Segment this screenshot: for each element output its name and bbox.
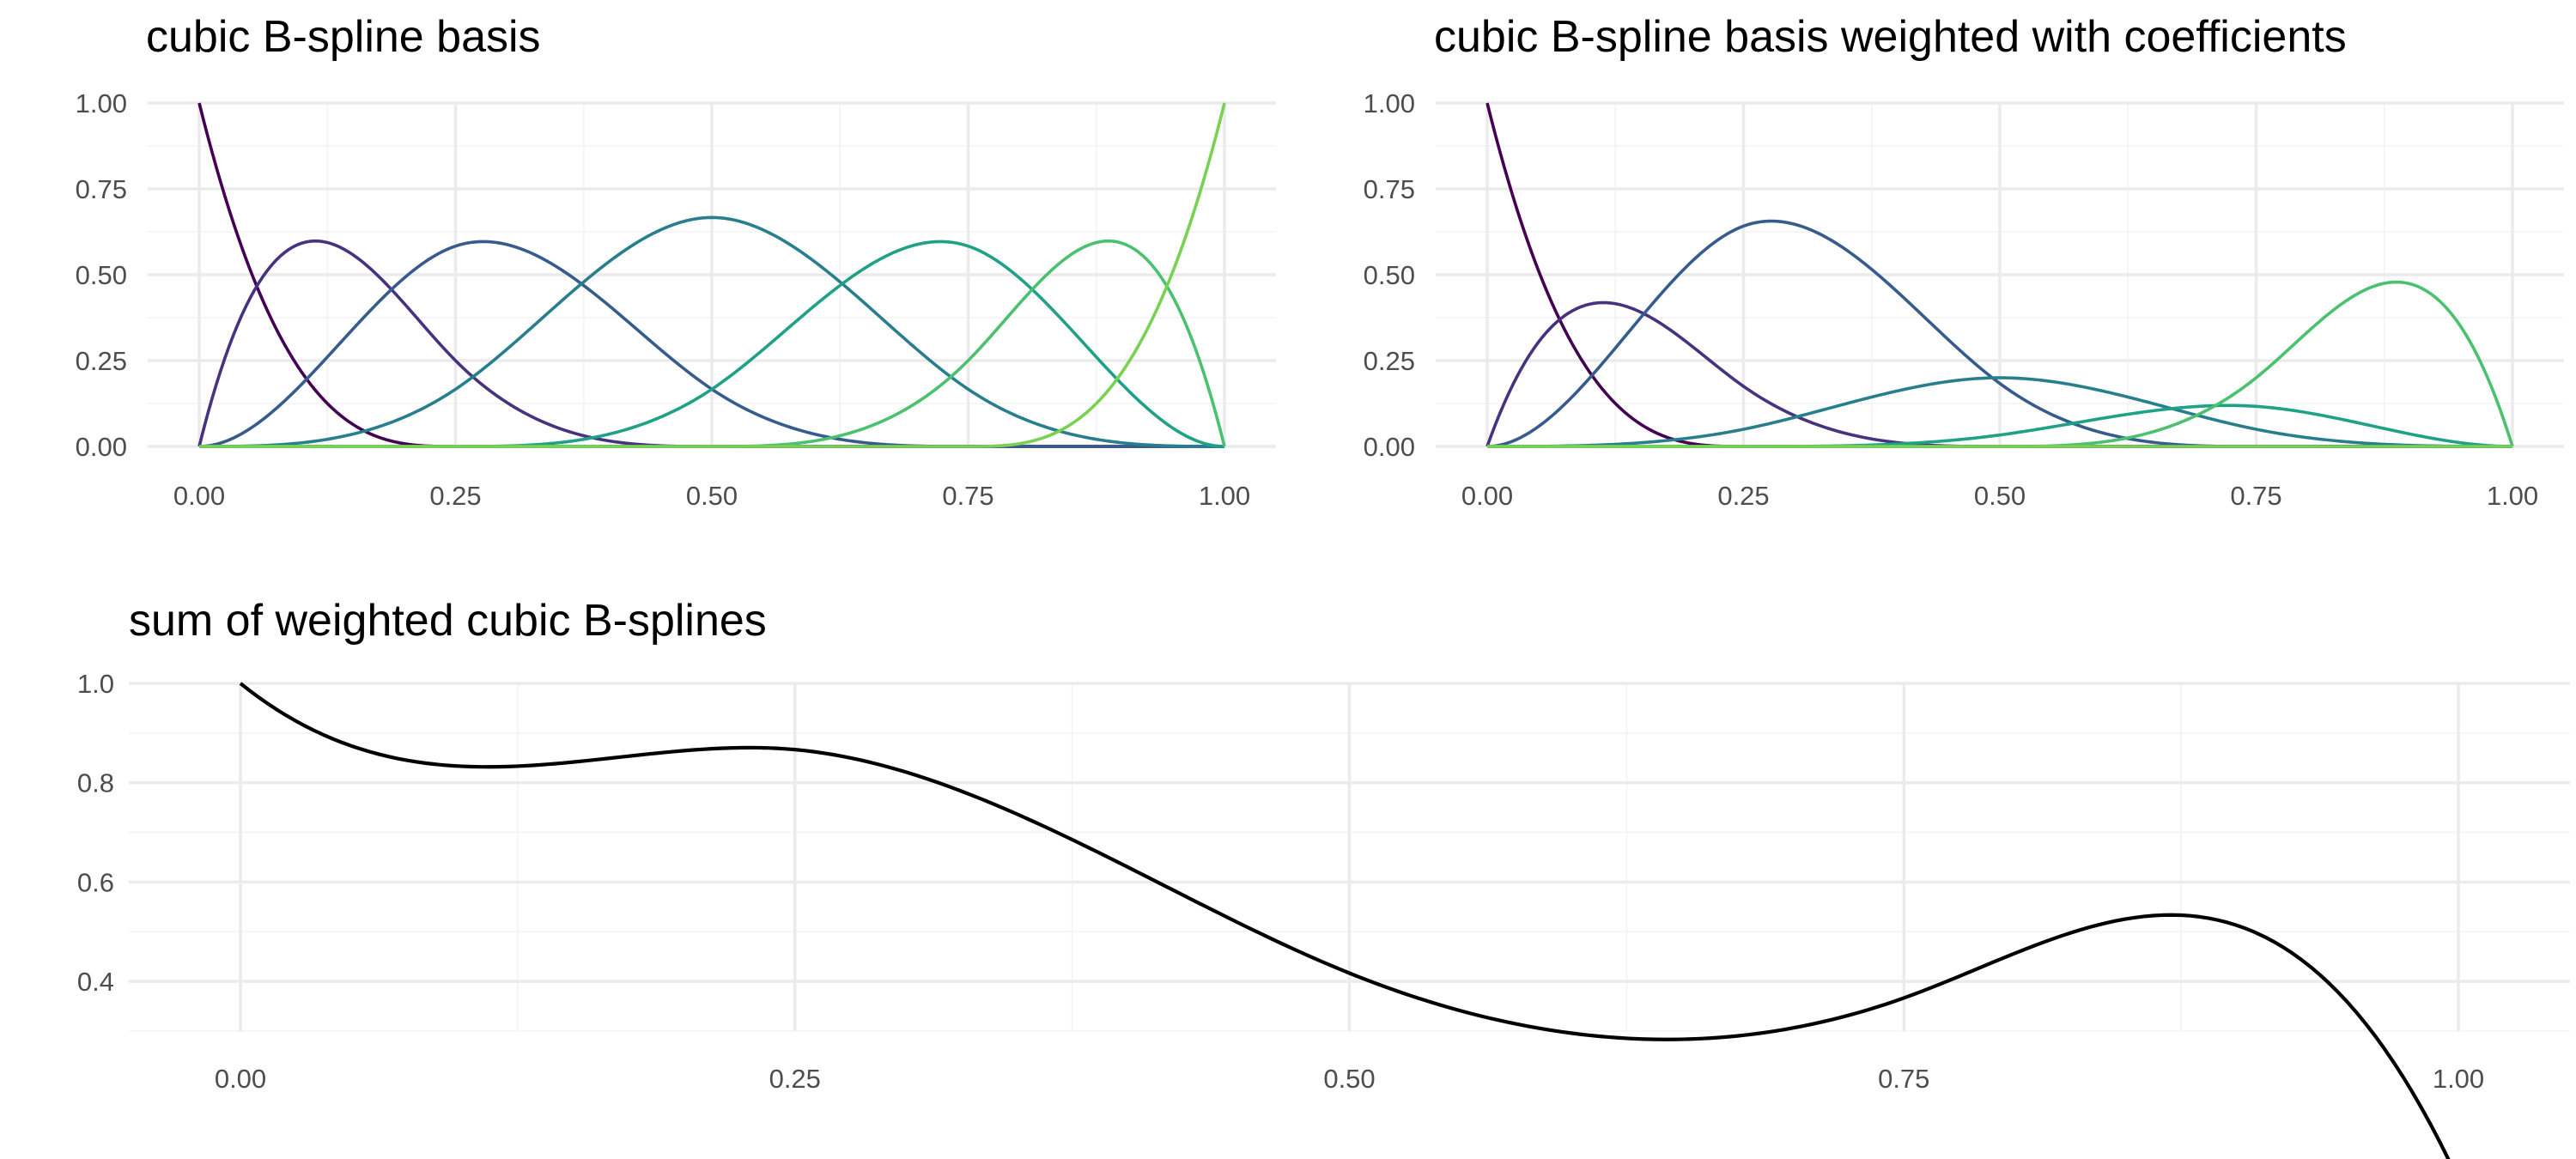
basis-curve (199, 102, 1226, 448)
x-tick-label: 1.00 (2433, 1064, 2484, 1094)
x-tick-label: 1.00 (2487, 481, 2538, 511)
x-tick-label: 0.75 (942, 481, 993, 511)
basis-curve (199, 215, 1224, 448)
x-tick-label: 0.50 (686, 481, 738, 511)
chart-panel-sum: 0.00 0.25 0.50 0.75 1.00 0.4 0.6 0.8 1.0 sum of w… (0, 567, 2576, 1159)
sum-curve (239, 682, 2451, 1159)
y-tick-label: 0.75 (76, 174, 127, 204)
x-tick-label: 0.50 (1974, 481, 2026, 511)
x-tick-label: 0.25 (1717, 481, 1769, 511)
y-tick-label: 1.00 (76, 88, 127, 118)
y-tick-label: 0.8 (77, 768, 114, 798)
y-tick-label: 0.50 (1364, 260, 1415, 290)
y-tick-label: 1.00 (1364, 88, 1415, 118)
y-tick-label: 0.4 (77, 967, 114, 997)
x-tick-label: 0.75 (2230, 481, 2281, 511)
y-tick-label: 0.50 (76, 260, 127, 290)
x-tick-label: 0.00 (1461, 481, 1513, 511)
sum-chart: 0.00 0.25 0.50 0.75 1.00 0.4 0.6 0.8 1.0 sum of w… (77, 596, 2570, 1159)
chart-panel-weighted: 0.00 0.25 0.50 0.75 1.00 0.00 0.25 0.50 0.75 1.00… (1288, 0, 2576, 567)
y-tick-label: 1.0 (77, 669, 114, 699)
basis-curve (1487, 376, 2512, 448)
y-tick-label: 0.00 (1364, 432, 1415, 462)
y-tick-label: 0.6 (77, 867, 114, 897)
x-tick-label: 0.50 (1323, 1064, 1375, 1094)
weighted-chart: 0.00 0.25 0.50 0.75 1.00 0.00 0.25 0.50 0.75 1.00… (1364, 12, 2564, 511)
chart-panel-basis: 0.00 0.25 0.50 0.75 1.00 0.00 0.25 0.50 0.75 1.00… (0, 0, 1288, 567)
chart-title: cubic B-spline basis (146, 12, 541, 62)
chart-title: sum of weighted cubic B-splines (129, 596, 767, 646)
x-tick-label: 0.00 (215, 1064, 266, 1094)
x-tick-label: 0.25 (429, 481, 481, 511)
chart-title: cubic B-spline basis weighted with coeff… (1434, 12, 2347, 62)
x-tick-label: 0.25 (769, 1064, 821, 1094)
basis-chart: 0.00 0.25 0.50 0.75 1.00 0.00 0.25 0.50 0.75 1.00… (76, 12, 1276, 511)
y-tick-label: 0.25 (1364, 346, 1415, 376)
x-tick-label: 0.75 (1878, 1064, 1929, 1094)
y-tick-label: 0.25 (76, 346, 127, 376)
x-tick-label: 1.00 (1199, 481, 1250, 511)
y-tick-label: 0.75 (1364, 174, 1415, 204)
y-tick-label: 0.00 (76, 432, 127, 462)
x-tick-label: 0.00 (173, 481, 225, 511)
